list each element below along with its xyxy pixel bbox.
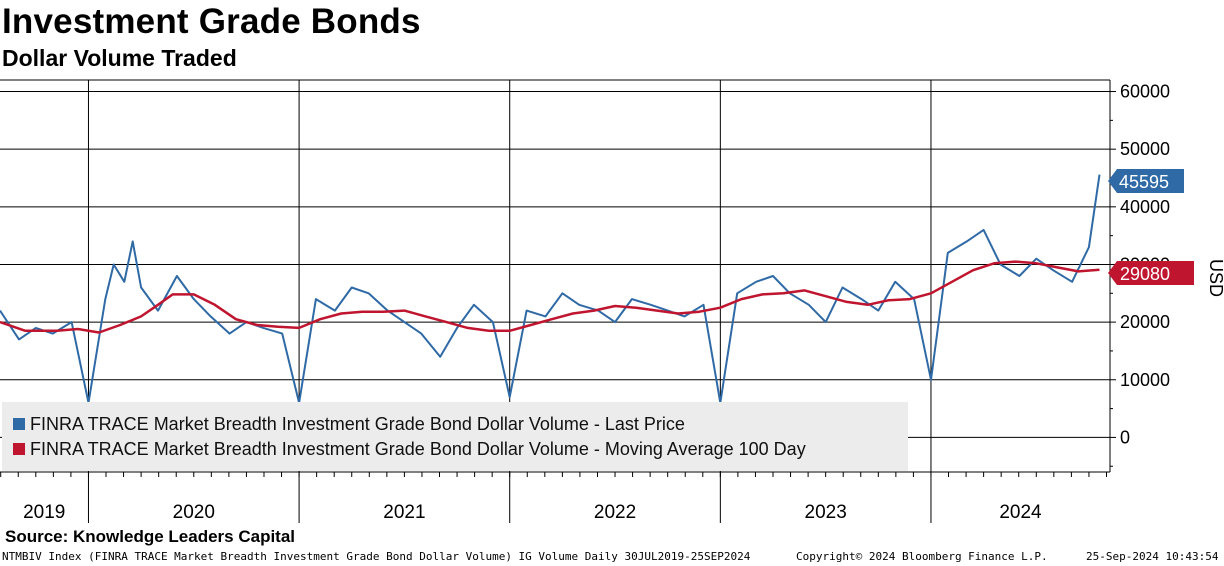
legend: FINRA TRACE Market Breadth Investment Gr…	[2, 402, 908, 471]
y-axis: 0100002000030000400005000060000	[1110, 82, 1170, 467]
source-note: Source: Knowledge Leaders Capital	[5, 527, 296, 546]
last-price-tag	[1108, 169, 1184, 193]
x-tick-label: 2024	[999, 502, 1042, 523]
footer-timestamp: 25-Sep-2024 10:43:54	[1086, 550, 1219, 563]
x-axis: 2019 2020 2021 2022 2023 2024	[0, 472, 1107, 523]
y-tick-label: 50000	[1120, 139, 1170, 159]
series-line-moving-average	[0, 260, 1100, 334]
y-axis-label: USD	[1206, 259, 1224, 297]
legend-background	[2, 402, 908, 471]
last-price-tag-value: 45595	[1119, 172, 1169, 192]
y-tick-label: 0	[1120, 427, 1130, 447]
legend-label-moving-average: FINRA TRACE Market Breadth Investment Gr…	[30, 439, 806, 459]
grid	[0, 79, 1111, 523]
moving-average-tag-value: 29080	[1120, 264, 1170, 284]
legend-swatch-last-price	[13, 418, 25, 430]
y-tick-label: 40000	[1120, 197, 1170, 217]
value-tags: 45595 29080	[1108, 169, 1194, 285]
x-tick-label: 2021	[383, 502, 425, 523]
legend-swatch-moving-average	[13, 443, 25, 455]
x-tick-label: 2019	[23, 502, 65, 523]
series-line-last-price	[0, 174, 1101, 404]
moving-average-tag	[1108, 261, 1194, 285]
footer-copyright: Copyright© 2024 Bloomberg Finance L.P.	[796, 550, 1048, 563]
y-tick-label: 60000	[1120, 82, 1170, 102]
x-tick-label: 2020	[173, 502, 215, 523]
plot-area	[0, 174, 1101, 404]
legend-label-last-price: FINRA TRACE Market Breadth Investment Gr…	[30, 414, 685, 434]
y-tick-label: 10000	[1120, 370, 1170, 390]
y-tick-label: 20000	[1120, 312, 1170, 332]
x-tick-label: 2022	[594, 502, 636, 523]
x-tick-label: 2023	[805, 502, 847, 523]
footer-index-description: NTMBIV Index (FINRA TRACE Market Breadth…	[2, 550, 751, 563]
chart-title: Investment Grade Bonds	[2, 2, 421, 41]
chart-subtitle: Dollar Volume Traded	[2, 45, 237, 71]
